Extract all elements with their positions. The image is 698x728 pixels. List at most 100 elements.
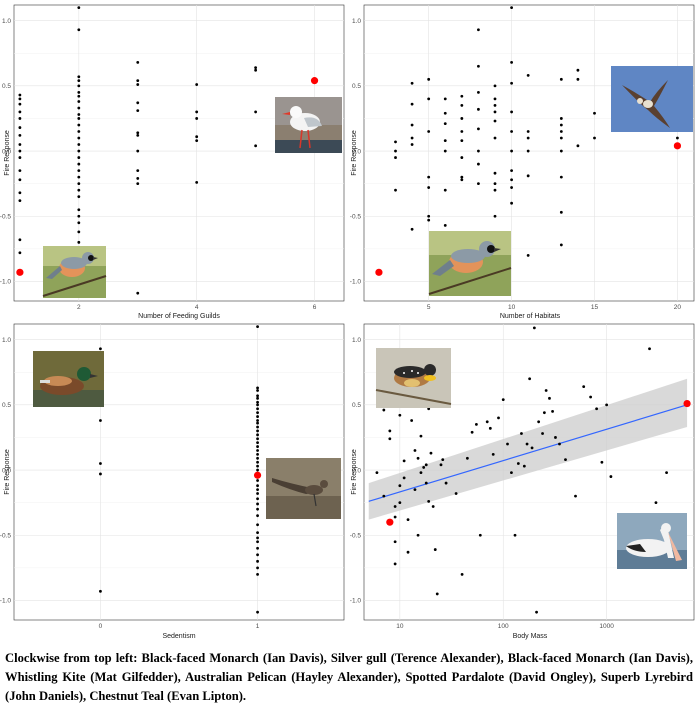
data-point [77, 90, 81, 94]
data-point [595, 407, 599, 411]
data-point [256, 540, 259, 544]
data-point [256, 421, 259, 425]
data-point [477, 182, 480, 186]
data-point [530, 446, 534, 450]
y-tick-label: 1.0 [2, 18, 11, 25]
data-point [525, 442, 529, 446]
data-point [510, 60, 513, 64]
data-point [256, 433, 259, 437]
data-point [510, 201, 513, 205]
data-point [256, 460, 259, 464]
data-point [410, 143, 414, 146]
data-point [394, 149, 397, 153]
data-point [77, 221, 81, 225]
panel-habitats: -1.0 -0.5 0.0 0.5 1.0 5 10 15 20 Number of Habi… [350, 4, 695, 320]
data-point [256, 566, 259, 570]
data-point [676, 136, 679, 140]
data-point [256, 419, 259, 422]
data-point [582, 385, 586, 388]
data-point [77, 240, 81, 244]
highlighted-point [16, 268, 24, 276]
highlighted-point [310, 77, 319, 85]
data-point [136, 182, 140, 186]
data-point [256, 464, 259, 468]
y-tick-label: 0.0 [2, 467, 11, 474]
data-point [559, 77, 563, 81]
data-point [520, 432, 523, 435]
data-point [256, 396, 259, 400]
data-point [460, 178, 464, 182]
x-tick-label: 10 [396, 623, 404, 630]
data-point [532, 326, 536, 330]
data-point [510, 178, 513, 182]
y-tick-label: -1.0 [0, 598, 11, 605]
data-point [427, 499, 431, 503]
data-point [195, 135, 199, 139]
data-point [427, 77, 431, 81]
data-point [256, 546, 259, 550]
data-point [593, 111, 596, 115]
data-point [443, 139, 447, 143]
data-point [254, 110, 258, 114]
data-point [542, 411, 546, 415]
data-point [493, 84, 497, 88]
data-point [576, 144, 580, 148]
data-point [460, 156, 464, 159]
data-point [413, 449, 417, 452]
data-point [256, 441, 259, 445]
data-point [136, 101, 140, 105]
data-point [477, 90, 480, 94]
x-tick-labels: 10 100 1000 [396, 623, 614, 630]
data-point [424, 463, 428, 467]
data-point [394, 188, 397, 192]
data-point [256, 479, 259, 482]
x-tick-label: 5 [427, 304, 431, 311]
data-point [477, 64, 480, 68]
x-axis-label: Sedentism [162, 633, 195, 640]
data-point [256, 536, 259, 540]
data-point [551, 409, 554, 413]
data-point [477, 107, 480, 111]
y-tick-label: 1.0 [2, 337, 11, 344]
data-point [460, 130, 464, 133]
data-point [398, 413, 402, 417]
data-point [18, 149, 22, 153]
data-point [256, 497, 259, 501]
data-point [441, 458, 445, 462]
y-axis-label: Fire Response [4, 130, 11, 176]
data-point [559, 117, 563, 120]
data-point [516, 462, 520, 465]
data-point [256, 415, 259, 418]
data-point [256, 445, 259, 448]
data-point [398, 484, 402, 488]
trend-line [368, 378, 688, 520]
data-point [454, 492, 458, 495]
data-point [528, 377, 532, 381]
data-point [416, 533, 420, 537]
data-point [431, 505, 435, 508]
data-point [485, 420, 489, 424]
data-point [256, 488, 259, 492]
data-point [526, 253, 530, 257]
data-point [488, 426, 492, 430]
data-point [510, 169, 513, 173]
regression-line [368, 404, 688, 502]
data-point [18, 110, 22, 114]
data-point [77, 188, 81, 192]
data-point [256, 468, 259, 472]
data-point [195, 180, 199, 184]
data-point [460, 572, 464, 576]
data-point [99, 462, 102, 465]
y-tick-label: 1.0 [352, 18, 361, 25]
data-point [427, 97, 431, 101]
data-point [254, 144, 258, 148]
data-point [493, 119, 497, 123]
data-point [510, 110, 513, 114]
data-point [77, 113, 81, 116]
y-axis-label: Fire Response [4, 449, 11, 495]
data-point [77, 182, 81, 186]
data-point [77, 169, 81, 173]
data-point [654, 501, 658, 505]
data-point [493, 214, 497, 218]
confidence-band [368, 378, 688, 520]
